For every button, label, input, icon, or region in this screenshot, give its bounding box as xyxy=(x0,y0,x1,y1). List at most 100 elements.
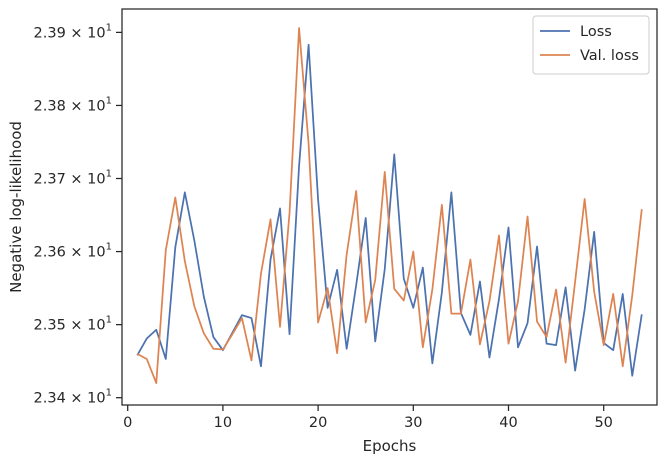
data-point-val-loss xyxy=(393,288,395,290)
data-point-loss xyxy=(317,199,319,201)
data-point-val-loss xyxy=(603,344,605,346)
data-point-val-loss xyxy=(527,216,529,218)
data-point-loss xyxy=(431,362,433,364)
x-tick-label: 10 xyxy=(214,415,232,431)
data-point-val-loss xyxy=(412,251,414,253)
data-point-loss xyxy=(298,165,300,167)
x-tick-label: 50 xyxy=(594,415,612,431)
data-point-loss xyxy=(507,226,509,228)
legend-label-loss: Loss xyxy=(580,24,612,40)
data-point-val-loss xyxy=(584,198,586,200)
data-point-val-loss xyxy=(355,190,357,192)
data-point-val-loss xyxy=(250,359,252,361)
data-point-val-loss xyxy=(441,204,443,206)
y-tick-label: 2.37 × 101 xyxy=(34,169,112,188)
data-point-val-loss xyxy=(298,27,300,29)
data-point-val-loss xyxy=(536,321,538,323)
data-point-loss xyxy=(555,344,557,346)
data-point-loss xyxy=(584,308,586,310)
data-point-val-loss xyxy=(289,212,291,214)
data-point-val-loss xyxy=(431,289,433,291)
data-point-loss xyxy=(412,307,414,309)
x-axis-ticks: 0 10 20 30 40 50 xyxy=(123,405,613,431)
data-point-loss xyxy=(593,231,595,233)
data-point-val-loss xyxy=(612,293,614,295)
data-point-loss xyxy=(441,291,443,293)
data-point-loss xyxy=(355,284,357,286)
data-point-loss xyxy=(469,334,471,336)
data-point-val-loss xyxy=(384,171,386,173)
data-point-val-loss xyxy=(136,353,138,355)
data-point-val-loss xyxy=(631,294,633,296)
y-tick-label: 2.38 × 101 xyxy=(34,95,112,114)
data-point-loss xyxy=(641,313,643,315)
data-point-val-loss xyxy=(184,260,186,262)
data-point-val-loss xyxy=(222,348,224,350)
legend: Loss Val. loss xyxy=(532,15,650,75)
data-point-loss xyxy=(622,293,624,295)
data-point-val-loss xyxy=(565,362,567,364)
data-point-loss xyxy=(393,153,395,155)
data-point-val-loss xyxy=(488,300,490,302)
data-point-val-loss xyxy=(450,313,452,315)
data-point-loss xyxy=(517,346,519,348)
data-point-loss xyxy=(374,340,376,342)
data-point-loss xyxy=(479,281,481,283)
data-point-val-loss xyxy=(517,300,519,302)
data-point-loss xyxy=(565,286,567,288)
data-point-loss xyxy=(488,357,490,359)
data-point-loss xyxy=(193,240,195,242)
data-point-val-loss xyxy=(165,249,167,251)
data-point-loss xyxy=(346,348,348,350)
data-point-loss xyxy=(212,336,214,338)
data-point-loss xyxy=(631,375,633,377)
data-point-val-loss xyxy=(317,321,319,323)
x-tick-label: 30 xyxy=(404,415,422,431)
data-point-val-loss xyxy=(374,279,376,281)
legend-label-val-loss: Val. loss xyxy=(580,48,639,64)
y-tick-label: 2.39 × 101 xyxy=(34,22,112,41)
data-point-val-loss xyxy=(593,291,595,293)
data-point-loss xyxy=(308,44,310,46)
data-point-val-loss xyxy=(555,289,557,291)
data-point-loss xyxy=(260,365,262,367)
data-point-loss xyxy=(384,268,386,270)
data-point-loss xyxy=(546,343,548,345)
data-point-val-loss xyxy=(346,253,348,255)
y-tick-label: 2.34 × 101 xyxy=(34,388,112,407)
series-line-loss xyxy=(136,43,643,377)
data-point-val-loss xyxy=(479,343,481,345)
data-point-loss xyxy=(327,307,329,309)
data-point-val-loss xyxy=(546,336,548,338)
data-point-val-loss xyxy=(270,218,272,220)
data-point-val-loss xyxy=(622,365,624,367)
data-point-loss xyxy=(174,246,176,248)
data-point-val-loss xyxy=(193,305,195,307)
data-point-val-loss xyxy=(327,287,329,289)
x-tick-label: 40 xyxy=(499,415,517,431)
data-point-val-loss xyxy=(231,333,233,335)
data-point-val-loss xyxy=(507,343,509,345)
data-point-loss xyxy=(165,358,167,360)
data-point-loss xyxy=(241,314,243,316)
series-layer xyxy=(136,27,643,384)
data-point-val-loss xyxy=(260,272,262,274)
x-tick-label: 0 xyxy=(123,415,132,431)
data-point-loss xyxy=(612,349,614,351)
x-axis-label: Epochs xyxy=(363,437,417,455)
data-point-loss xyxy=(422,267,424,269)
data-point-loss xyxy=(450,191,452,193)
data-point-loss xyxy=(574,370,576,372)
plot-frame xyxy=(121,8,658,406)
y-axis-label: Negative log-likelihood xyxy=(7,121,25,293)
data-point-loss xyxy=(527,322,529,324)
series-line-val-loss xyxy=(136,27,643,384)
y-axis-ticks: 2.34 × 101 2.35 × 101 2.36 × 101 2.37 × 101… xyxy=(34,22,122,407)
data-point-loss xyxy=(203,296,205,298)
y-tick-label: 2.35 × 101 xyxy=(34,315,112,334)
data-point-val-loss xyxy=(174,197,176,199)
data-point-loss xyxy=(365,217,367,219)
data-point-val-loss xyxy=(241,317,243,319)
y-tick-label: 2.36 × 101 xyxy=(34,242,112,261)
